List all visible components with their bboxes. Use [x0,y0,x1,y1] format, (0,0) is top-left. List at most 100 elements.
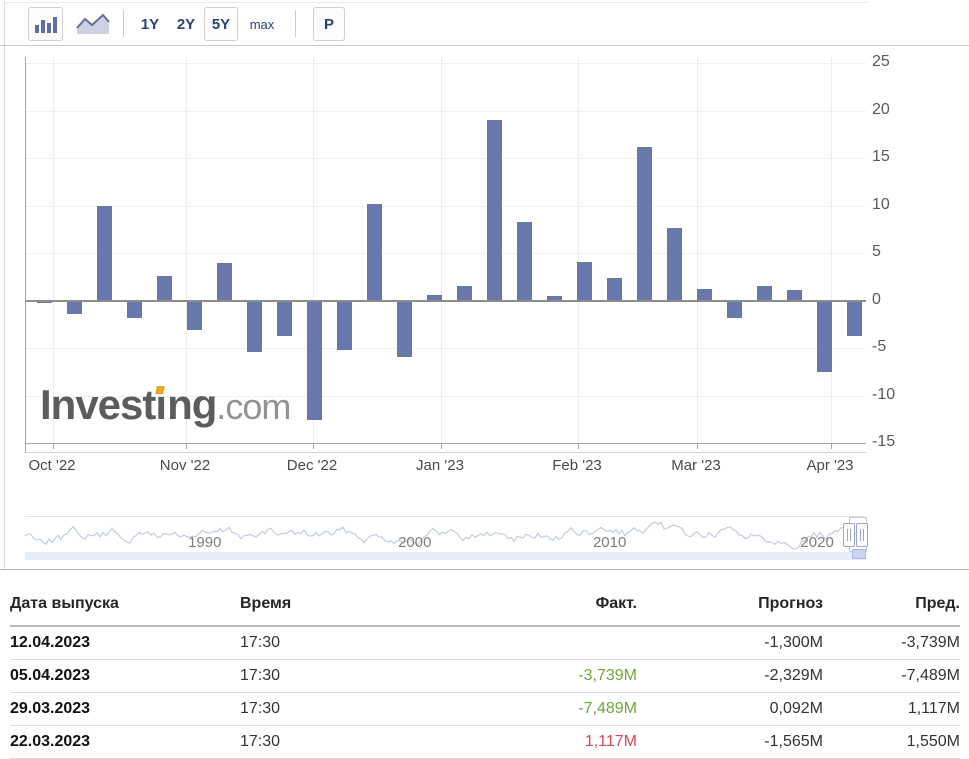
chart-type-bar-button[interactable] [28,7,63,41]
chart-bar[interactable] [757,285,772,301]
x-axis-tick-label: Mar '23 [671,457,721,474]
release-time: 17:30 [240,659,490,693]
chart-type-line-button[interactable] [73,7,113,41]
chart-bar[interactable] [187,300,202,330]
zero-line [26,299,866,302]
x-axis-tick-label: Nov '22 [159,457,211,474]
y-axis-tick-label: 20 [872,100,890,118]
v-gridline [53,57,54,443]
chart-bar[interactable] [727,300,742,318]
chart-bar[interactable] [637,146,652,301]
chart-bar[interactable] [157,275,172,301]
navigator-scroll-track[interactable] [25,552,865,560]
chart-bar[interactable] [487,120,502,301]
bar-chart-icon [34,16,57,33]
table-row[interactable]: 05.04.2023 17:30 -3,739M -2,329M -7,489M [10,659,960,693]
table-header-row: Дата выпуска Время Факт. Прогноз Пред. [10,585,960,627]
x-axis-tick [697,444,698,449]
logo-suffix: .com [216,386,291,427]
release-date: 12.04.2023 [10,626,240,660]
release-time: 17:30 [240,725,490,759]
actual-value [490,626,637,660]
x-axis-tick-label: Jan '23 [416,457,464,474]
y-axis-tick-label: 10 [872,195,890,213]
main-bar-chart [25,57,866,453]
range-button-5y[interactable]: 5Y [204,7,238,41]
navigator-scrollbar-thumb[interactable] [852,549,866,559]
investing-logo: Investıng.com [40,381,291,429]
chart-bar[interactable] [457,286,472,301]
forecast-value: -1,300M [637,626,823,660]
x-axis-tick [831,444,832,449]
navigator-separator [25,516,865,517]
x-axis-tick [441,444,442,449]
chart-bar[interactable] [127,300,142,318]
release-date: 05.04.2023 [10,659,240,693]
release-time: 17:30 [240,626,490,660]
chart-bar[interactable] [307,300,322,421]
previous-value: -7,489M [823,659,960,693]
chart-bar[interactable] [247,300,262,352]
v-gridline [313,57,314,443]
actual-value: 1,117M [490,725,637,759]
h-gridline [26,63,866,64]
v-gridline [578,57,579,443]
h-gridline [26,253,866,254]
previous-value: -3,739M [823,626,960,660]
chart-bar[interactable] [607,277,622,301]
previous-value: 1,550M [823,725,960,759]
x-axis-tick-label: Oct '22 [28,457,76,474]
actual-value: -7,489M [490,692,637,726]
chart-bar[interactable] [427,294,442,301]
h-gridline [26,395,866,397]
chart-bar[interactable] [367,203,382,301]
x-axis-line [26,443,866,444]
table-row[interactable]: 29.03.2023 17:30 -7,489M 0,092M 1,117M [10,692,960,726]
plot-bottom-border [26,452,866,453]
area-chart-icon [76,13,110,34]
chart-bar[interactable] [277,300,292,336]
chart-bar[interactable] [817,300,832,372]
chart-bar[interactable] [217,263,232,301]
chart-bar[interactable] [37,300,52,304]
logo-accent-i: ı [155,381,168,428]
col-header-forecast: Прогноз [637,585,823,627]
chart-bar[interactable] [577,261,592,301]
chart-bar[interactable] [97,206,112,301]
widget-left-border [4,2,5,570]
chart-bar[interactable] [67,300,82,314]
v-gridline [441,57,442,443]
navigator-year-label: 1990 [188,534,222,551]
chart-bar[interactable] [667,228,682,301]
range-button-2y[interactable]: 2Y [176,15,196,33]
table-row[interactable]: 22.03.2023 17:30 1,117M -1,565M 1,550M [10,725,960,759]
h-gridline [26,110,866,112]
chart-bar[interactable] [397,300,412,357]
col-header-time: Время [240,585,490,627]
navigator-right-handle[interactable] [856,523,868,547]
x-axis-tick-label: Feb '23 [552,457,602,474]
x-axis-tick-label: Apr '23 [806,457,854,474]
toolbar-separator [123,10,124,37]
table-row[interactable]: 12.04.2023 17:30 -1,300M -3,739M [10,626,960,660]
chart-bar[interactable] [517,221,532,301]
navigator-left-handle[interactable] [843,523,855,547]
y-axis-tick-label: -5 [872,338,887,355]
y-axis-tick-label: 15 [872,148,890,165]
chart-bar[interactable] [547,295,562,301]
release-time: 17:30 [240,692,490,726]
settings-p-button[interactable]: P [313,7,345,41]
v-gridline [186,57,187,443]
actual-value: -3,739M [490,659,637,693]
range-button-1y[interactable]: 1Y [140,15,160,33]
range-button-max[interactable]: max [249,16,275,32]
chart-bar[interactable] [337,300,352,350]
navigator-sparkline[interactable] [25,518,865,552]
chart-bar[interactable] [697,289,712,301]
chart-bar[interactable] [847,300,862,337]
forecast-value: -1,565M [637,725,823,759]
chart-bar[interactable] [787,289,802,301]
x-axis-tick [578,444,579,449]
y-axis-tick-label: -15 [872,433,896,450]
release-date: 22.03.2023 [10,725,240,759]
